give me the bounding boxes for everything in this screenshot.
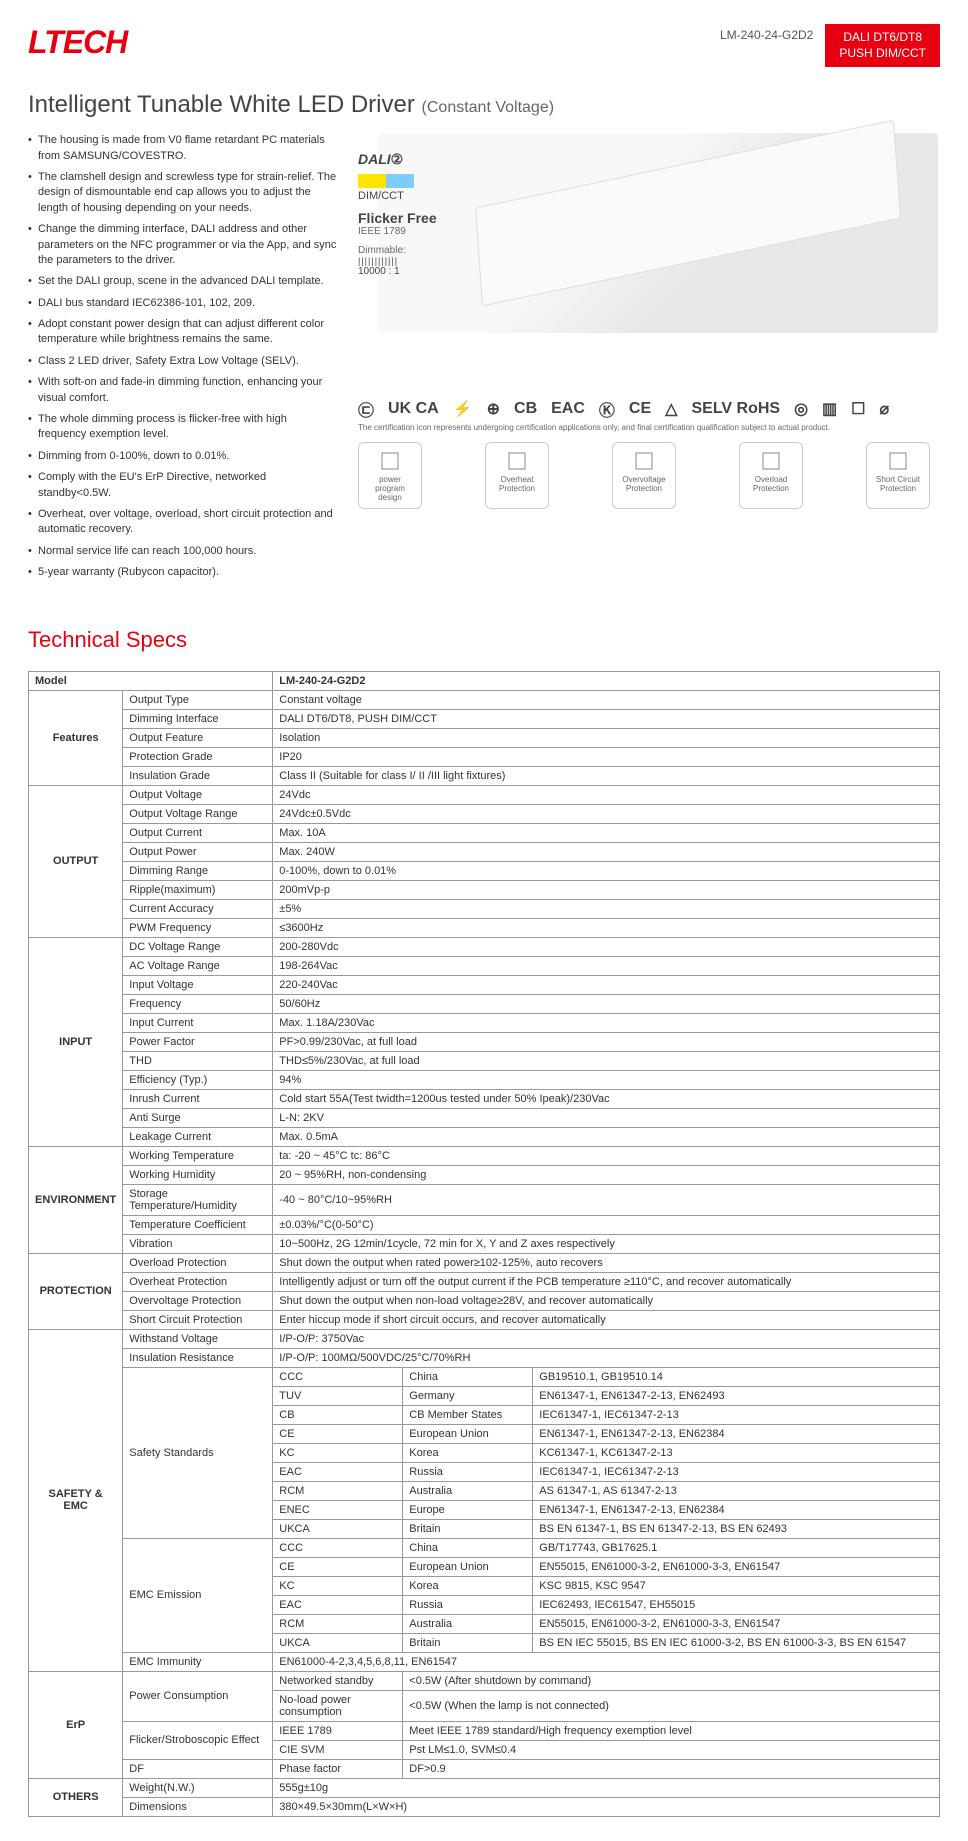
cert-mark: ⊕ (487, 399, 500, 419)
badge-line2: PUSH DIM/CCT (839, 46, 926, 62)
feature-bullet: Set the DALI group, scene in the advance… (28, 274, 338, 289)
cert-mark: EAC (551, 400, 585, 418)
cert-mark: CB (514, 400, 537, 418)
certification-row: ㉢ UK CA ⚡ ⊕ CB EAC Ⓚ CE △ SELV RoHS ◎ ▥ ☐ ⌀ (358, 397, 940, 421)
feature-bullet: Class 2 LED driver, Safety Extra Low Vol… (28, 354, 338, 369)
protection-icon: Overvoltage Protection (612, 442, 676, 509)
product-badge: DALI DT6/DT8 PUSH DIM/CCT (825, 24, 940, 67)
protection-row: power program design Overheat Protection O… (358, 442, 940, 509)
badge-line1: DALI DT6/DT8 (839, 30, 926, 46)
specs-table: ModelLM-240-24-G2D2FeaturesOutput TypeCo… (28, 671, 940, 1817)
dimmable-ratio: 10000 : 1 (358, 266, 437, 277)
feature-bullet: Adopt constant power design that can adj… (28, 317, 338, 348)
feature-bullet: Dimming from 0-100%, down to 0.01%. (28, 449, 338, 464)
flicker-free-label: Flicker Free (358, 210, 437, 226)
ieee-label: IEEE 1789 (358, 226, 437, 237)
cert-mark: △ (665, 399, 677, 419)
certification-note: The certification icon represents underg… (358, 423, 940, 432)
feature-bullet: Normal service life can reach 100,000 ho… (28, 544, 338, 559)
section-title: Technical Specs (28, 627, 940, 653)
brand-logo: LTECH (28, 24, 127, 61)
dimcct-label: DIM/CCT (358, 190, 437, 202)
protection-icon: Overheat Protection (485, 442, 549, 509)
feature-bullet: 5-year warranty (Rubycon capacitor). (28, 565, 338, 580)
feature-bullet: Change the dimming interface, DALI addre… (28, 222, 338, 268)
feature-bullet: With soft-on and fade-in dimming functio… (28, 375, 338, 406)
cert-mark: ⌀ (880, 399, 890, 419)
cert-mark: CE (629, 400, 651, 418)
feature-bullet: DALI bus standard IEC62386-101, 102, 209… (28, 296, 338, 311)
cert-mark: SELV RoHS (691, 400, 780, 418)
cert-mark: UK CA (388, 400, 439, 418)
feature-bullet: The clamshell design and screwless type … (28, 170, 338, 216)
cert-mark: Ⓚ (599, 397, 615, 421)
feature-bullets: The housing is made from V0 flame retard… (28, 133, 338, 586)
feature-bullet: The housing is made from V0 flame retard… (28, 133, 338, 164)
dimcct-swatch (358, 174, 437, 188)
feature-bullet: Overheat, over voltage, overload, short … (28, 507, 338, 538)
protection-icon: Overload Protection (739, 442, 803, 509)
cert-mark: ㉢ (358, 397, 374, 421)
protection-icon: power program design (358, 442, 422, 509)
cert-mark: ☐ (851, 399, 865, 419)
model-number: LM-240-24-G2D2 (720, 24, 813, 42)
dimmable-label: Dimmable: (358, 245, 437, 256)
page-title: Intelligent Tunable White LED Driver (Co… (28, 91, 940, 119)
dali-logo: DALI② (358, 151, 437, 168)
cert-mark: ◎ (794, 399, 808, 419)
cert-mark: ▥ (822, 399, 837, 419)
feature-bullet: Comply with the EU's ErP Directive, netw… (28, 470, 338, 501)
cert-mark: ⚡ (453, 399, 473, 419)
feature-bullet: The whole dimming process is flicker-fre… (28, 412, 338, 443)
protection-icon: Short Circuit Protection (866, 442, 930, 509)
